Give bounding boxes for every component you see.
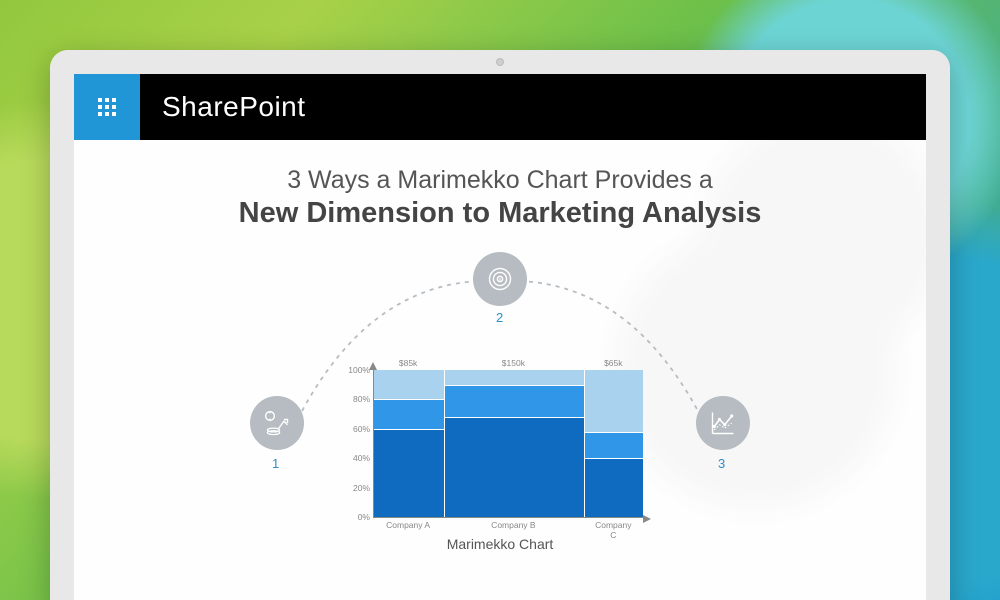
coins-growth-icon xyxy=(263,409,291,437)
node-2: $ xyxy=(473,252,527,306)
tablet-frame: SharePoint 3 Ways a Marimekko Chart Prov… xyxy=(50,50,950,600)
screen: SharePoint 3 Ways a Marimekko Chart Prov… xyxy=(74,74,926,600)
plot-area: 0%20%40%60%80%100% xyxy=(373,370,643,518)
node-3-label: 3 xyxy=(718,456,725,471)
node-2-label: 2 xyxy=(496,310,503,325)
target-icon: $ xyxy=(486,265,514,293)
headline-light: 3 Ways a Marimekko Chart Provides a xyxy=(104,166,896,195)
x-axis-labels: Company ACompany BCompany C xyxy=(373,518,643,532)
diagram: 1 $ 2 xyxy=(180,246,820,556)
brand-bar: SharePoint xyxy=(140,74,926,140)
content-area: 3 Ways a Marimekko Chart Provides a New … xyxy=(74,140,926,556)
node-1-label: 1 xyxy=(272,456,279,471)
y-axis-labels: 0%20%40%60%80%100% xyxy=(346,370,372,517)
node-1 xyxy=(250,396,304,450)
brand-name: SharePoint xyxy=(162,91,306,123)
line-chart-icon xyxy=(709,409,737,437)
waffle-icon xyxy=(98,98,116,116)
node-3 xyxy=(696,396,750,450)
app-launcher-button[interactable] xyxy=(74,74,140,140)
marimekko-chart: $85k$150k$65k 0%20%40%60%80%100% Company… xyxy=(345,358,655,552)
tablet-camera xyxy=(496,58,504,66)
headline-bold: New Dimension to Marketing Analysis xyxy=(104,197,896,230)
x-axis-arrow xyxy=(643,515,651,523)
column-headers: $85k$150k$65k xyxy=(373,358,643,370)
top-bar: SharePoint xyxy=(74,74,926,140)
stacked-columns xyxy=(374,370,643,517)
